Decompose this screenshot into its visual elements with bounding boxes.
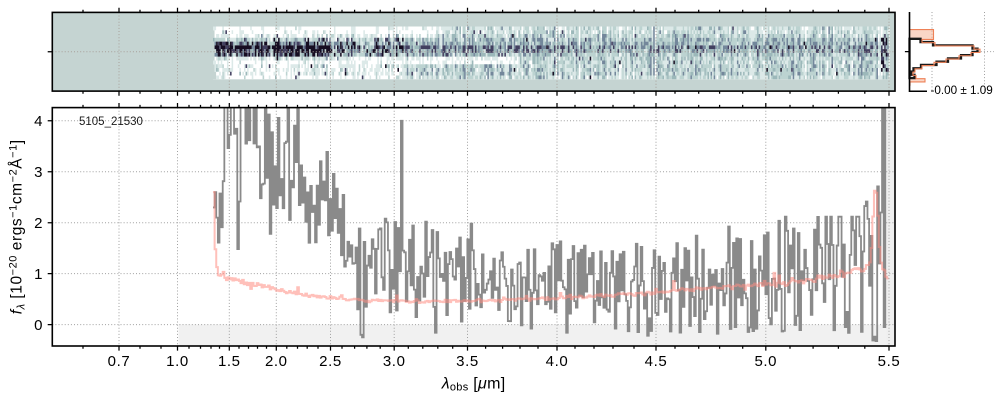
- svg-text:0: 0: [34, 317, 42, 334]
- svg-text:4: 4: [34, 113, 42, 130]
- svg-text:0.7: 0.7: [108, 353, 131, 370]
- svg-text:5105_21530: 5105_21530: [79, 116, 143, 128]
- svg-text:2.5: 2.5: [319, 353, 342, 370]
- svg-text:1.0: 1.0: [166, 353, 189, 370]
- svg-text:-0.00 ± 1.09: -0.00 ± 1.09: [931, 84, 993, 97]
- svg-text:5.0: 5.0: [754, 353, 777, 370]
- svg-text:1.5: 1.5: [218, 353, 241, 370]
- svg-text:4.0: 4.0: [546, 353, 569, 370]
- svg-text:λobs [μm]: λobs [μm]: [441, 375, 506, 393]
- svg-text:4.5: 4.5: [645, 353, 668, 370]
- svg-text:2.0: 2.0: [265, 353, 288, 370]
- svg-text:3: 3: [34, 164, 42, 181]
- svg-text:3.5: 3.5: [456, 353, 479, 370]
- svg-text:3.0: 3.0: [383, 353, 406, 370]
- svg-text:1: 1: [34, 266, 42, 283]
- svg-text:2: 2: [34, 215, 42, 232]
- svg-text:5.5: 5.5: [878, 353, 901, 370]
- svg-text:fλ [10−20 ergs−1cm−2Å−1]: fλ [10−20 ergs−1cm−2Å−1]: [7, 139, 27, 314]
